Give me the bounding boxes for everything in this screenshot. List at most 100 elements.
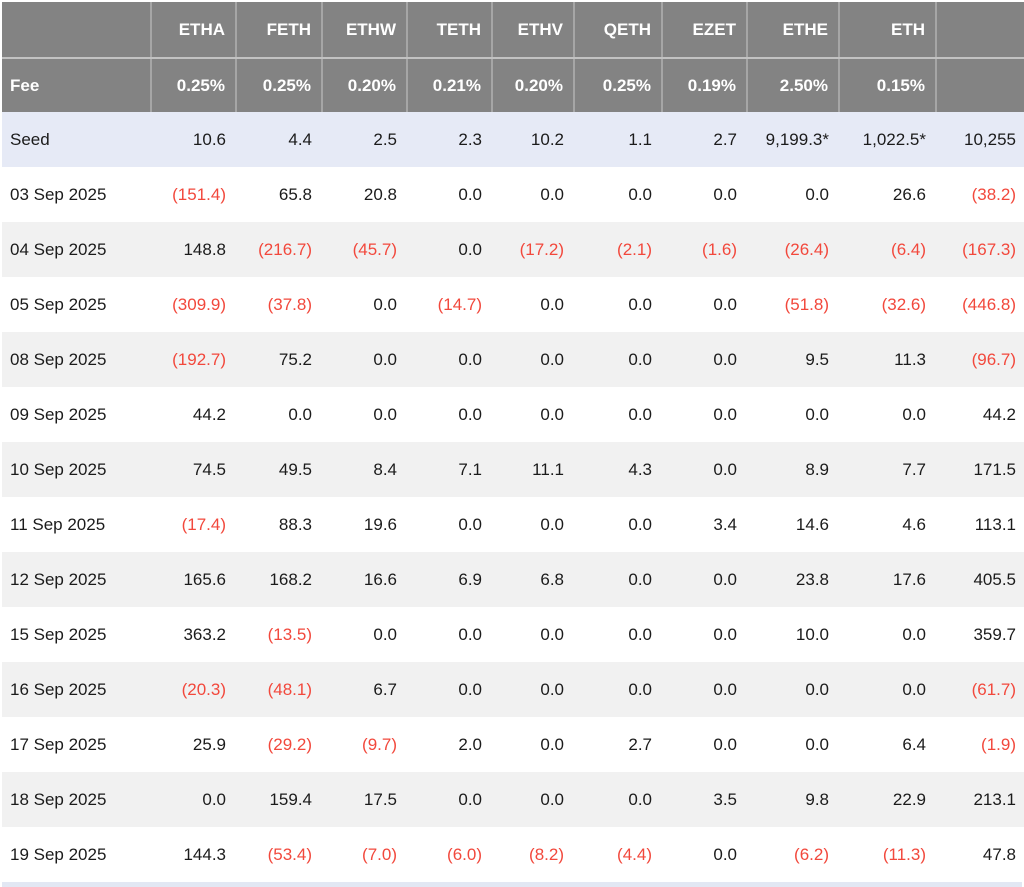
table-row: 16 Sep 2025 (20.3) (48.1) 6.7 0.0 0.0 0.0 0.0 0.… [2, 662, 1024, 717]
value-cell: 0.0 [713, 734, 737, 754]
value-cell: 22.9 [839, 772, 936, 827]
value-cell: (14.7) [437, 294, 482, 314]
value-cell: 9,199.3* [747, 112, 839, 167]
value-cell: 0.0 [458, 184, 482, 204]
row-label-cell: Seed [2, 112, 151, 167]
value-cell: (7.0) [362, 844, 397, 864]
value-cell: (6.2) [794, 844, 829, 864]
table-row: 09 Sep 2025 44.2 0.0 0.0 0.0 0.0 0.0 0.0 0.0 0.0 4… [2, 387, 1024, 442]
row-label-cell: 09 Sep 2025 [10, 404, 107, 424]
column-header-ethw: ETHW [322, 2, 408, 59]
value-cell: 0.0 [407, 772, 492, 827]
value-cell: 363.2 [183, 624, 226, 644]
value-cell: 168.2 [236, 552, 322, 607]
value-cell: (61.7) [936, 662, 1024, 717]
value-cell: 26.6 [892, 184, 926, 204]
value-cell: 0.0 [407, 662, 492, 717]
value-cell: 0.0 [574, 332, 662, 387]
total-column-header [936, 2, 1024, 59]
value-cell: 0.0 [628, 294, 652, 314]
value-cell: 0.0 [574, 552, 662, 607]
value-cell: 0.0 [628, 404, 652, 424]
value-cell: 65.8 [278, 184, 312, 204]
value-cell: 0.0 [540, 514, 564, 534]
value-cell: (51.8) [784, 294, 829, 314]
value-cell: 4.6 [902, 514, 926, 534]
value-cell: (151.4) [172, 184, 226, 204]
value-cell: 0.0 [839, 662, 936, 717]
row-label-cell: 15 Sep 2025 [10, 624, 107, 644]
value-cell: (17.4) [181, 514, 226, 534]
value-cell: 88.3 [278, 514, 312, 534]
value-cell: (48.1) [236, 662, 322, 717]
row-label-cell: 10 Sep 2025 [2, 442, 151, 497]
value-cell: 49.5 [236, 442, 322, 497]
row-label-cell: 17 Sep 2025 [10, 734, 107, 754]
value-cell: 0.0 [713, 294, 737, 314]
fee-value-cell: 0.15% [839, 58, 937, 112]
row-label-cell: 04 Sep 2025 [2, 222, 151, 277]
value-cell: 0.0 [628, 184, 652, 204]
value-cell: (6.0) [447, 844, 482, 864]
value-cell: 0.0 [540, 734, 564, 754]
value-cell: (26.4) [747, 222, 839, 277]
value-cell: (13.5) [267, 624, 312, 644]
table-row: 17 Sep 2025 25.9 (29.2) (9.7) 2.0 0.0 2.7 0.0 0.… [2, 717, 1024, 772]
value-cell: 0.0 [805, 734, 829, 754]
table-row: 03 Sep 2025 (151.4) 65.8 20.8 0.0 0.0 0.0 0.0 0.… [2, 167, 1024, 222]
value-cell: 0.0 [662, 442, 747, 497]
value-cell: 10.6 [151, 112, 236, 167]
value-cell: 0.0 [492, 662, 574, 717]
value-cell: 0.0 [713, 624, 737, 644]
value-cell: 14.6 [795, 514, 829, 534]
fee-value-cell: 0.20% [492, 58, 575, 112]
value-cell: (1.6) [662, 222, 747, 277]
value-cell: 6.4 [902, 734, 926, 754]
fee-value-cell: 0.25% [574, 58, 663, 112]
value-cell: 0.0 [662, 332, 747, 387]
value-cell: (9.7) [362, 734, 397, 754]
value-cell: 0.0 [458, 514, 482, 534]
value-cell: 2.3 [407, 112, 492, 167]
value-cell: 0.0 [540, 404, 564, 424]
value-cell: 0.0 [540, 294, 564, 314]
fee-value-cell: 2.50% [747, 58, 840, 112]
value-cell: 0.0 [662, 552, 747, 607]
value-cell: (38.2) [971, 184, 1016, 204]
value-cell: 159.4 [236, 772, 322, 827]
value-cell: 0.0 [540, 624, 564, 644]
value-cell: 25.9 [192, 734, 226, 754]
corner-cell [2, 2, 152, 59]
column-header-ethe: ETHE [747, 2, 840, 59]
value-cell: 23.8 [747, 552, 839, 607]
value-cell: (192.7) [151, 332, 236, 387]
value-cell: (45.7) [322, 222, 407, 277]
row-label-cell: 19 Sep 2025 [10, 844, 107, 864]
column-header-etha: ETHA [151, 2, 237, 59]
value-cell: 0.0 [492, 332, 574, 387]
value-cell: 10,255 [936, 112, 1024, 167]
fee-value-cell: 0.20% [322, 58, 408, 112]
row-label-cell: 05 Sep 2025 [10, 294, 107, 314]
value-cell: 4.4 [236, 112, 322, 167]
value-cell: 9.5 [747, 332, 839, 387]
value-cell: 0.0 [628, 624, 652, 644]
value-cell: 1.1 [574, 112, 662, 167]
value-cell: 7.7 [839, 442, 936, 497]
table-row: Seed 10.6 4.4 2.5 2.3 10.2 1.1 2.7 9,199.3* 1,022… [2, 112, 1024, 167]
value-cell: 0.0 [628, 514, 652, 534]
value-cell: 0.0 [747, 662, 839, 717]
value-cell: 11.1 [492, 442, 574, 497]
column-header-feth: FETH [236, 2, 323, 59]
value-cell: 19.6 [363, 514, 397, 534]
value-cell: 8.9 [747, 442, 839, 497]
column-header-ezet: EZET [662, 2, 748, 59]
value-cell: 0.0 [151, 772, 236, 827]
value-cell: 2.0 [458, 734, 482, 754]
table-row: 05 Sep 2025 (309.9) (37.8) 0.0 (14.7) 0.0 0.0 0… [2, 277, 1024, 332]
value-cell: 6.7 [322, 662, 407, 717]
value-cell: (11.3) [882, 844, 926, 864]
column-header-ethv: ETHV [492, 2, 575, 59]
value-cell: 0.0 [322, 332, 407, 387]
